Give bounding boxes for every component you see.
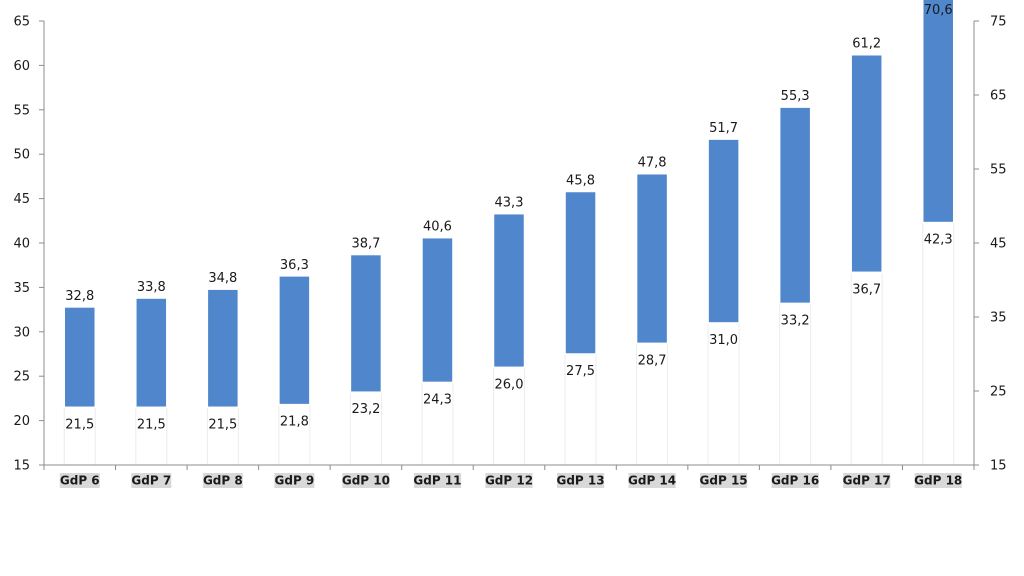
low-value-label: 42,3	[924, 233, 953, 248]
high-value-label: 34,8	[208, 271, 237, 286]
high-value-label: 43,3	[495, 196, 524, 211]
category-label: GdP 17	[843, 474, 891, 488]
range-bar	[349, 253, 383, 393]
left-tick-label: 45	[13, 192, 30, 207]
left-tick-label: 25	[13, 370, 30, 385]
high-value-label: 45,8	[566, 173, 595, 188]
left-tick-label: 65	[13, 15, 30, 30]
left-tick-label: 15	[13, 459, 30, 474]
low-value-label: 23,2	[351, 402, 380, 417]
category-label: GdP 18	[914, 474, 962, 488]
low-value-label: 26,0	[495, 377, 524, 392]
right-tick-label: 65	[990, 89, 1007, 104]
high-value-label: 55,3	[781, 89, 810, 104]
range-bar	[635, 172, 669, 345]
category-label: GdP 10	[342, 474, 390, 488]
category-label: GdP 14	[628, 474, 676, 488]
right-tick-label: 75	[990, 15, 1007, 30]
low-value-label: 21,8	[280, 415, 309, 430]
low-value-label: 33,2	[781, 313, 810, 328]
category-label-highlight	[485, 473, 533, 488]
right-tick-label: 55	[990, 163, 1007, 178]
high-value-label: 32,8	[65, 289, 94, 304]
high-value-label: 61,2	[852, 37, 881, 52]
category-label: GdP 12	[485, 474, 533, 488]
high-value-label: 40,6	[423, 220, 452, 235]
low-value-label: 21,5	[65, 417, 94, 432]
range-bar	[707, 138, 740, 324]
data-labels: 32,8 21,5 33,8 21,5 34,8 21,5 36,3 21,8 38,7 23,2…	[65, 3, 952, 432]
high-value-label: 36,3	[280, 258, 309, 273]
right-tick-label: 15	[990, 459, 1007, 474]
high-value-label: 47,8	[638, 156, 667, 171]
category-label-highlight	[914, 473, 962, 488]
left-tick-label: 50	[13, 148, 30, 163]
category-label: GdP 9	[275, 474, 315, 488]
low-value-label: 21,5	[208, 417, 237, 432]
category-label-highlight	[202, 473, 243, 488]
low-value-label: 21,5	[137, 417, 166, 432]
range-bar	[492, 212, 526, 369]
category-label-highlight	[700, 473, 748, 488]
category-label-highlight	[843, 473, 891, 488]
left-tick-label: 40	[13, 237, 30, 252]
range-bar	[421, 236, 454, 384]
category-label-highlight	[413, 473, 462, 488]
high-value-label: 51,7	[709, 121, 738, 136]
high-value-label: 33,8	[137, 280, 166, 295]
left-tick-label: 60	[13, 59, 30, 74]
category-label: GdP 11	[413, 474, 461, 488]
low-value-label: 36,7	[852, 282, 881, 297]
low-value-label: 28,7	[638, 353, 667, 368]
low-value-label: 27,5	[566, 364, 595, 379]
category-label: GdP 6	[60, 474, 100, 488]
left-tick-label: 55	[13, 103, 30, 118]
low-value-label: 24,3	[423, 392, 452, 407]
range-bar	[921, 0, 955, 224]
left-tick-label: 20	[13, 414, 30, 429]
high-value-label: 70,6	[924, 3, 953, 18]
range-bar	[278, 275, 311, 406]
category-label-highlight	[556, 473, 605, 488]
high-value-label: 38,7	[351, 237, 380, 252]
range-bar	[850, 53, 883, 274]
category-label-highlight	[59, 473, 100, 488]
right-tick-label: 35	[990, 311, 1007, 326]
category-label: GdP 7	[131, 474, 171, 488]
axes: 15 20 25 30 35 40 45 50 55 60 65 15 25 35 45 55 65 75 GdP …	[13, 15, 1007, 488]
range-bar	[135, 297, 168, 409]
range-bar	[206, 288, 240, 409]
range-bar	[564, 190, 597, 355]
left-tick-label: 30	[13, 325, 30, 340]
category-label-highlight	[628, 473, 676, 488]
range-bar	[63, 306, 97, 409]
drop-lines	[63, 222, 955, 465]
range-bar	[778, 106, 812, 305]
category-label: GdP 16	[771, 474, 819, 488]
category-label-highlight	[771, 473, 819, 488]
category-label: GdP 13	[556, 474, 604, 488]
category-label: GdP 15	[700, 474, 748, 488]
category-label-highlight	[342, 473, 390, 488]
category-label-highlight	[274, 473, 315, 488]
category-label: GdP 8	[203, 474, 243, 488]
right-tick-label: 45	[990, 237, 1007, 252]
bars	[63, 0, 955, 409]
low-value-label: 31,0	[709, 333, 738, 348]
category-label-highlight	[131, 473, 172, 488]
right-tick-label: 25	[990, 385, 1007, 400]
left-tick-label: 35	[13, 281, 30, 296]
